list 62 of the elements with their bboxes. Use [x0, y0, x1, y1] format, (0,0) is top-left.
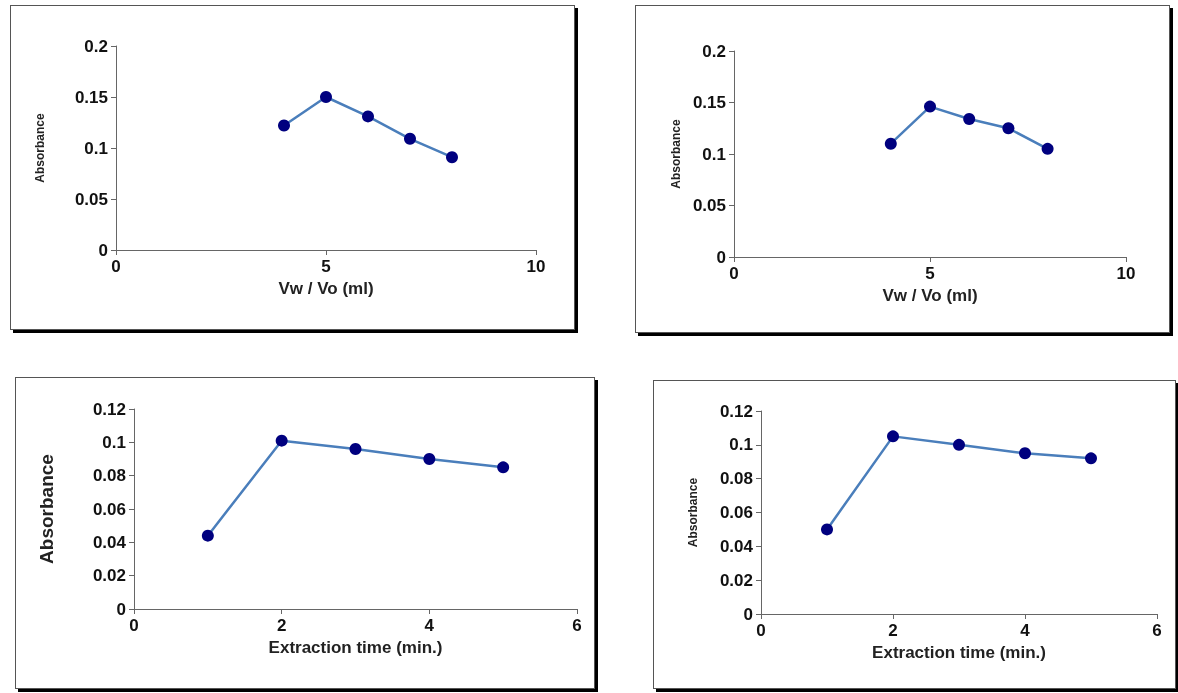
- x-tick-label: 0: [756, 621, 766, 640]
- point: [924, 100, 936, 113]
- x-axis-title: Extraction time (min.): [872, 642, 1046, 662]
- y-axis-title: Absorbance: [686, 477, 700, 548]
- point: [887, 430, 899, 443]
- x-axis-title: Extraction time (min.): [268, 637, 443, 657]
- point: [963, 112, 976, 125]
- y-tick-label: 0.2: [84, 36, 108, 56]
- point: [884, 137, 897, 150]
- point: [446, 151, 458, 164]
- x-tick-label: 5: [321, 257, 331, 276]
- y-tick-label: 0.08: [92, 466, 126, 486]
- point: [320, 91, 332, 103]
- x-tick-label: 4: [1020, 621, 1031, 640]
- point: [275, 434, 288, 447]
- y-tick-label: 0.2: [702, 41, 726, 61]
- point: [201, 529, 214, 542]
- y-tick-label: 0.1: [729, 435, 753, 455]
- y-tick-label: 0.06: [92, 499, 126, 519]
- point: [1002, 122, 1015, 135]
- y-tick-label: 0: [116, 599, 126, 619]
- point: [953, 438, 965, 451]
- y-tick-label: 0.1: [84, 138, 108, 158]
- point: [404, 132, 416, 145]
- y-tick-label: 0.15: [692, 93, 726, 112]
- point: [349, 443, 362, 455]
- y-tick-label: 0.15: [74, 87, 108, 107]
- x-tick-label: 4: [424, 616, 435, 635]
- point: [278, 119, 290, 132]
- x-axis-title: Vw / Vo (ml): [278, 278, 374, 298]
- x-axis-title: Vw / Vo (ml): [882, 285, 978, 305]
- y-axis-title: Absorbance: [36, 454, 57, 564]
- x-tick-label: 6: [572, 616, 582, 635]
- y-tick-label: 0.02: [719, 570, 753, 590]
- y-tick-label: 0.04: [92, 532, 127, 552]
- point: [1019, 447, 1031, 460]
- y-tick-label: 0.04: [719, 536, 754, 556]
- y-tick-label: 0.08: [719, 469, 753, 489]
- y-tick-label: 0.1: [702, 144, 726, 164]
- x-tick-label: 10: [526, 257, 546, 276]
- x-tick-label: 6: [1152, 621, 1162, 640]
- y-axis-title: Absorbance: [669, 119, 684, 189]
- y-tick-label: 0: [98, 240, 108, 260]
- point: [423, 453, 436, 465]
- y-tick-label: 0.12: [719, 401, 753, 421]
- y-tick-label: 0.1: [102, 432, 126, 452]
- x-tick-label: 5: [925, 264, 935, 283]
- x-tick-label: 2: [276, 616, 287, 635]
- point: [1085, 452, 1097, 465]
- y-tick-label: 0.05: [692, 196, 726, 215]
- point: [362, 110, 374, 123]
- point: [497, 461, 510, 474]
- y-axis-title: Absorbance: [33, 113, 47, 183]
- x-tick-label: 2: [888, 621, 898, 640]
- x-tick-label: 0: [129, 616, 139, 635]
- point: [1041, 142, 1054, 155]
- y-tick-label: 0.06: [719, 503, 753, 522]
- y-tick-label: 0.02: [92, 566, 126, 586]
- y-tick-label: 0.05: [74, 189, 108, 209]
- x-tick-label: 10: [1116, 264, 1136, 283]
- y-tick-label: 0.12: [92, 399, 126, 419]
- point: [821, 523, 833, 536]
